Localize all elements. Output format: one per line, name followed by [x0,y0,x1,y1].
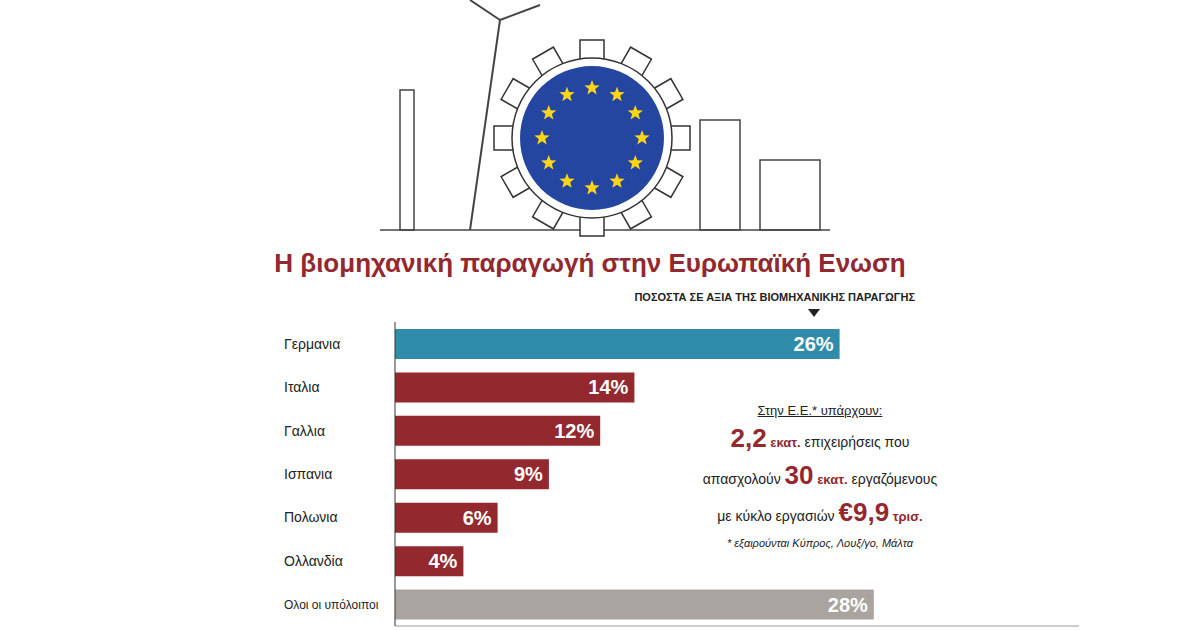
svg-text:Πολωνια: Πολωνια [284,509,338,525]
svg-text:Γαλλια: Γαλλια [284,423,325,439]
html-text:απασχολούν30εκατ. εργαζόμενους: απασχολούν30εκατ. εργαζόμενους [702,460,938,490]
svg-text:9%: 9% [514,463,543,485]
svg-text:26%: 26% [794,333,834,355]
html-text:ΠΟΣΟΣΤΑ ΣΕ ΑΞΙΑ ΤΗΣ ΒΙΟΜΗΧΑΝΙΚ: ΠΟΣΟΣΤΑ ΣΕ ΑΞΙΑ ΤΗΣ ΒΙΟΜΗΧΑΝΙΚΗΣ ΠΑΡΑΓΩΓ… [634,291,915,303]
html-text:* εξαιρούνται Κύπρος, Λουξ/γο,: * εξαιρούνται Κύπρος, Λουξ/γο, Μάλτα [727,537,913,549]
svg-text:Ιταλια: Ιταλια [284,379,320,395]
svg-text:Ολοι οι υπόλοιποι: Ολοι οι υπόλοιποι [284,598,379,612]
svg-text:14%: 14% [588,376,628,398]
svg-text:28%: 28% [828,594,868,616]
html-text:με κύκλο εργασιών€9,9τρισ.: με κύκλο εργασιών€9,9τρισ. [717,497,923,527]
svg-text:6%: 6% [463,507,492,529]
svg-text:12%: 12% [554,420,594,442]
svg-text:4%: 4% [428,550,457,572]
svg-text:Ολλανδία: Ολλανδία [284,553,343,569]
svg-text:Γερμανια: Γερμανια [284,336,340,352]
html-text:Η βιομηχανική παραγωγή στην Ευ: Η βιομηχανική παραγωγή στην Ευρωπαϊκή Εν… [274,248,906,278]
html-text:2,2εκατ. επιχειρήσεις που: 2,2εκατ. επιχειρήσεις που [730,423,910,453]
html-text:Στην Ε.Ε.* υπάρχουν:: Στην Ε.Ε.* υπάρχουν: [757,403,883,418]
svg-text:Ισπανια: Ισπανια [284,466,332,482]
